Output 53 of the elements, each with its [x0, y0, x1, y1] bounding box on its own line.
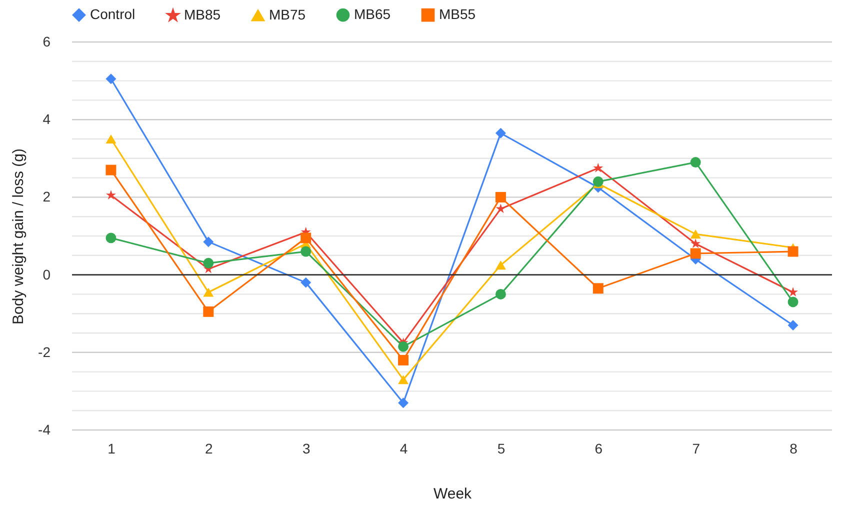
point [203, 306, 214, 317]
x-tick-label: 2 [205, 440, 214, 456]
x-axis-title: Week [433, 486, 472, 502]
point [495, 128, 506, 138]
point [788, 320, 798, 330]
x-tick-label: 5 [497, 440, 506, 456]
point [690, 248, 701, 259]
point [593, 162, 604, 172]
point [592, 283, 604, 294]
point [496, 204, 506, 214]
point [788, 246, 798, 257]
legend-label: MB75 [269, 6, 306, 22]
point [788, 296, 798, 308]
point [495, 260, 506, 270]
point [300, 277, 312, 288]
point [398, 354, 409, 366]
x-tick-label: 3 [302, 440, 310, 456]
point [495, 288, 506, 300]
point [690, 157, 701, 168]
point [398, 375, 409, 384]
legend-label: Control [90, 6, 136, 22]
point [106, 164, 116, 176]
legend-label: MB55 [439, 6, 476, 22]
point [592, 176, 604, 187]
legend-label: MB85 [184, 6, 221, 23]
point [106, 74, 116, 84]
point [203, 236, 214, 248]
point [690, 230, 701, 239]
y-tick-label: -2 [38, 344, 51, 360]
point [203, 288, 214, 297]
point [788, 287, 798, 296]
point [398, 398, 409, 408]
x-tick-label: 4 [400, 440, 408, 456]
y-tick-label: 6 [42, 34, 51, 50]
y-tick-label: 4 [42, 111, 51, 128]
y-tick-label: 0 [42, 266, 51, 282]
point [690, 238, 701, 248]
point [106, 134, 116, 144]
y-tick-label: -4 [38, 422, 51, 438]
legend-label: MB65 [354, 6, 391, 22]
point [398, 341, 409, 352]
point [300, 232, 312, 244]
x-tick-label: 1 [108, 440, 116, 456]
x-tick-label: 6 [594, 440, 603, 456]
y-axis-title: Body weight gain / loss (g) [10, 148, 28, 324]
point [300, 246, 312, 257]
point [495, 192, 506, 202]
point [106, 190, 116, 200]
y-tick-label: 2 [42, 188, 51, 205]
x-tick-label: 8 [790, 440, 798, 456]
x-tick-label: 7 [692, 440, 700, 456]
point [203, 258, 214, 268]
point [106, 232, 116, 244]
